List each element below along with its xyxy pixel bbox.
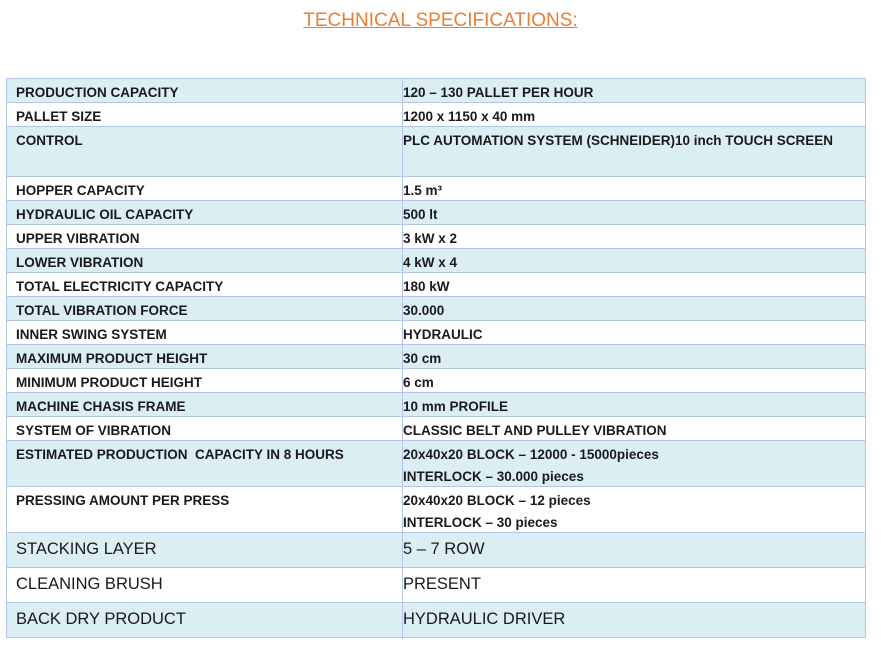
table-row: UPPER VIBRATION 3 kW x 2	[6, 224, 866, 248]
value-line: 20x40x20 BLOCK – 12000 - 15000pieces	[403, 447, 659, 462]
value-line: INTERLOCK – 30 pieces	[403, 515, 558, 530]
spec-label: MINIMUM PRODUCT HEIGHT	[16, 375, 202, 390]
spec-value: 120 – 130 PALLET PER HOUR	[403, 85, 594, 100]
spec-value: HYDRAULIC DRIVER	[403, 610, 566, 628]
spec-value: HYDRAULIC	[403, 327, 483, 342]
table-row: STACKING LAYER 5 – 7 ROW	[6, 532, 866, 567]
spec-label: SYSTEM OF VIBRATION	[16, 423, 172, 438]
table-row: CLEANING BRUSH PRESENT	[6, 567, 866, 602]
spec-value: 10 mm PROFILE	[403, 399, 509, 414]
title: TECHNICAL SPECIFICATIONS:	[303, 10, 578, 31]
table-row: BACK DRY PRODUCT HYDRAULIC DRIVER	[6, 602, 866, 638]
spec-label: UPPER VIBRATION	[16, 231, 140, 246]
table-row: PRESSING AMOUNT PER PRESS 20x40x20 BLOCK …	[6, 486, 866, 532]
table-row: PALLET SIZE 1200 x 1150 x 40 mm	[6, 102, 866, 126]
spec-label: TOTAL VIBRATION FORCE	[16, 303, 188, 318]
table-row: ESTIMATED PRODUCTION CAPACITY IN 8 HOURS…	[6, 440, 866, 486]
spec-label: HYDRAULIC OIL CAPACITY	[16, 207, 194, 222]
spec-label: CLEANING BRUSH	[16, 575, 163, 593]
table-row: INNER SWING SYSTEM HYDRAULIC	[6, 320, 866, 344]
table-row: SYSTEM OF VIBRATION CLASSIC BELT AND PULL…	[6, 416, 866, 440]
spec-value: 20x40x20 BLOCK – 12 pieces INTERLOCK – 30…	[403, 490, 858, 534]
spec-label: STACKING LAYER	[16, 540, 157, 558]
spec-label: CONTROL	[16, 133, 83, 148]
spec-value: 20x40x20 BLOCK – 12000 - 15000pieces INTE…	[403, 444, 858, 488]
spec-value: PLC AUTOMATION SYSTEM (SCHNEIDER)10 inch…	[403, 133, 834, 148]
table-row: MACHINE CHASIS FRAME 10 mm PROFILE	[6, 392, 866, 416]
spec-label: PALLET SIZE	[16, 109, 102, 124]
table-row: TOTAL VIBRATION FORCE 30.000	[6, 296, 866, 320]
spec-value: 4 kW x 4	[403, 255, 458, 270]
spec-value: 3 kW x 2	[403, 231, 458, 246]
table-row: LOWER VIBRATION 4 kW x 4	[6, 248, 866, 272]
spec-value: 1200 x 1150 x 40 mm	[403, 109, 536, 124]
spec-value: 180 kW	[403, 279, 450, 294]
spec-label: HOPPER CAPACITY	[16, 183, 145, 198]
table-row: HYDRAULIC OIL CAPACITY 500 lt	[6, 200, 866, 224]
spec-label: TOTAL ELECTRICITY CAPACITY	[16, 279, 224, 294]
table-row: CONTROL PLC AUTOMATION SYSTEM (SCHNEIDER)…	[6, 126, 866, 176]
spec-value: 30.000	[403, 303, 445, 318]
spec-label: ESTIMATED PRODUCTION CAPACITY IN 8 HOURS	[16, 447, 344, 462]
spec-label: LOWER VIBRATION	[16, 255, 144, 270]
spec-value: 30 cm	[403, 351, 442, 366]
spec-value: 5 – 7 ROW	[403, 540, 485, 558]
spec-value: 6 cm	[403, 375, 434, 390]
value-line: INTERLOCK – 30.000 pieces	[403, 469, 584, 484]
spec-value: CLASSIC BELT AND PULLEY VIBRATION	[403, 423, 667, 438]
spec-label: BACK DRY PRODUCT	[16, 610, 186, 628]
table-row: HOPPER CAPACITY 1.5 m³	[6, 176, 866, 200]
table-row: MINIMUM PRODUCT HEIGHT 6 cm	[6, 368, 866, 392]
spec-label: MACHINE CHASIS FRAME	[16, 399, 186, 414]
value-line: 20x40x20 BLOCK – 12 pieces	[403, 493, 591, 508]
spec-label: PRODUCTION CAPACITY	[16, 85, 179, 100]
spec-label: PRESSING AMOUNT PER PRESS	[16, 493, 230, 508]
spec-label: INNER SWING SYSTEM	[16, 327, 167, 342]
table-row: MAXIMUM PRODUCT HEIGHT 30 cm	[6, 344, 866, 368]
spec-value: 1.5 m³	[403, 183, 443, 198]
table-row: PRODUCTION CAPACITY 120 – 130 PALLET PER …	[6, 78, 866, 102]
spec-value: PRESENT	[403, 575, 481, 593]
table-row: TOTAL ELECTRICITY CAPACITY 180 kW	[6, 272, 866, 296]
spec-value: 500 lt	[403, 207, 438, 222]
spec-label: MAXIMUM PRODUCT HEIGHT	[16, 351, 208, 366]
